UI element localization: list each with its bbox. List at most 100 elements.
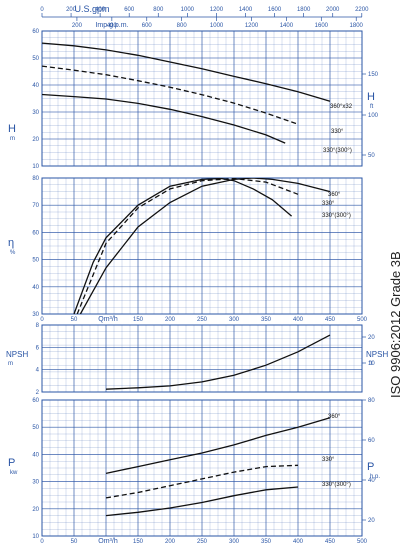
impgpm-tick-label: 1800 <box>350 23 364 29</box>
flow-tick-label: 400 <box>293 539 304 543</box>
curve-head-330°(300°) <box>42 93 286 144</box>
flow-tick-label: 350 <box>261 317 272 323</box>
usgpm-tick-label: 1400 <box>239 7 253 13</box>
panel-frame <box>41 30 363 167</box>
flow-tick-label: 400 <box>293 317 304 323</box>
right-tick-label: 40 <box>368 478 375 484</box>
y-tick-label: 60 <box>32 398 39 404</box>
y-tick-label: 50 <box>32 425 39 431</box>
y-tick-label: 40 <box>32 452 39 458</box>
right-tick-label: 20 <box>368 518 375 524</box>
impgpm-tick-label: 1000 <box>210 23 224 29</box>
y-tick-label: 50 <box>32 56 39 62</box>
impgpm-axis-label: Imp.g.p.m. <box>95 22 128 29</box>
curve-label: 330° <box>322 457 335 463</box>
right-tick-label: 100 <box>368 113 379 119</box>
flow-tick-label: 0 <box>40 317 44 323</box>
flow-tick-label: 150 <box>133 539 144 543</box>
impgpm-tick-label: 400 <box>107 23 118 29</box>
flow-tick-label: 50 <box>71 539 78 543</box>
impgpm-tick-label: 1400 <box>280 23 294 29</box>
y-tick-label: 40 <box>32 285 39 291</box>
left-axis-symbol: H <box>8 123 16 135</box>
curve-label: 360° <box>328 414 341 420</box>
curve-label: 360° <box>328 192 341 198</box>
impgpm-tick-label: 1200 <box>245 23 259 29</box>
y-tick-label: 30 <box>32 110 39 116</box>
flow-tick-label: 50 <box>71 317 78 323</box>
right-axis-symbol: NPSH <box>366 350 388 359</box>
curve-label: 330° <box>322 201 335 207</box>
right-tick-label: 10 <box>368 361 375 367</box>
curve-head-330° <box>42 65 299 125</box>
flow-tick-label: 450 <box>325 539 336 543</box>
left-axis-unit: m <box>8 361 13 367</box>
right-tick-label: 20 <box>368 335 375 341</box>
y-tick-label: 70 <box>32 203 39 209</box>
flow-tick-label: 250 <box>197 317 208 323</box>
impgpm-tick-label: 200 <box>72 23 83 29</box>
right-tick-label: 50 <box>368 153 375 159</box>
curve-efficiency-330° <box>76 178 299 314</box>
curve-power-330° <box>105 464 299 499</box>
curve-label: 330° <box>331 129 344 135</box>
flow-tick-label: 350 <box>261 539 272 543</box>
flow-tick-label: 450 <box>325 317 336 323</box>
y-tick-label: 6 <box>36 345 40 351</box>
panel-frame <box>41 399 363 537</box>
curve-head-360°x32 <box>42 42 331 102</box>
usgpm-tick-label: 1600 <box>268 7 282 13</box>
top-flow-axes: 0 200 400 600 800 1000 1200 1400 1600 1800 2000 220… <box>40 4 369 29</box>
usgpm-tick-label: 800 <box>153 7 164 13</box>
right-tick-label: 150 <box>368 72 379 78</box>
flow-tick-label: 200 <box>165 539 176 543</box>
usgpm-tick-label: 0 <box>40 7 44 13</box>
curve-label: 330°(300°) <box>323 148 352 154</box>
left-axis-symbol: NPSH <box>6 350 28 359</box>
usgpm-tick-label: 2200 <box>355 7 369 13</box>
y-tick-label: 10 <box>32 164 39 170</box>
y-tick-label: 4 <box>36 368 40 374</box>
right-axis-symbol: P <box>367 461 374 473</box>
flow-tick-label: 150 <box>133 317 144 323</box>
impgpm-tick-label: 1600 <box>315 23 329 29</box>
curve-npsh-NPSH <box>105 334 331 390</box>
flow-tick-label: 200 <box>165 317 176 323</box>
flow-tick-label: 250 <box>197 539 208 543</box>
y-tick-label: 60 <box>32 29 39 35</box>
left-axis-unit: % <box>10 250 16 256</box>
left-axis-unit: m <box>10 136 15 142</box>
y-tick-label: 50 <box>32 258 39 264</box>
y-tick-label: 20 <box>32 507 39 513</box>
flow-tick-label: 300 <box>229 317 240 323</box>
curve-label: 330°(300°) <box>322 482 351 488</box>
y-tick-label: 80 <box>32 176 39 182</box>
y-tick-label: 30 <box>32 480 39 486</box>
usgpm-tick-label: 1200 <box>210 7 224 13</box>
standard-note-text: ISO 9906:2012 Grade 3B <box>388 251 403 398</box>
flow-axis-label: Qm³/h <box>98 538 118 543</box>
usgpm-axis-label: U.S.gpm <box>74 4 109 14</box>
curve-power-330°(300°) <box>105 486 299 517</box>
flow-axis-label: Qm³/h <box>98 316 118 323</box>
curve-label: 360°x32 <box>330 104 353 110</box>
flow-tick-label: 500 <box>357 317 368 323</box>
y-tick-label: 30 <box>32 312 39 318</box>
panel-head: 10203040506050100150HmHft360°x32330°330°… <box>8 29 379 170</box>
usgpm-tick-label: 2000 <box>326 7 340 13</box>
panel-npsh: 2 4 6 8 10 20 NPSH m NPSH ft <box>6 323 388 396</box>
right-axis-unit: ft <box>370 104 374 110</box>
standard-note: ISO 9906:2012 Grade 3B <box>388 251 403 398</box>
y-tick-label: 40 <box>32 83 39 89</box>
usgpm-tick-label: 400 <box>95 7 106 13</box>
curve-power-360° <box>105 417 331 475</box>
panel-frame <box>41 324 363 393</box>
panel-frame <box>41 177 363 315</box>
flow-tick-label: 500 <box>357 539 368 543</box>
right-axis-symbol: H <box>367 91 375 103</box>
right-axis-unit: ft <box>369 361 373 367</box>
left-axis-unit: kw <box>10 470 18 476</box>
y-tick-label: 60 <box>32 230 39 236</box>
